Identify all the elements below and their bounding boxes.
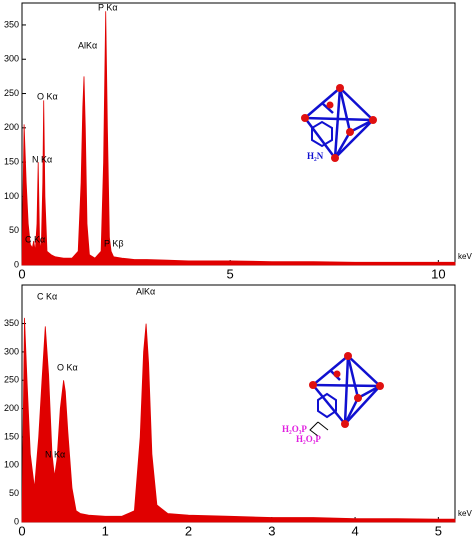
y-tick-label: 50 [9, 488, 19, 498]
molecule-bottom [309, 352, 384, 437]
y-tick-label: 0 [14, 259, 19, 269]
y-tick-label: 250 [4, 375, 19, 385]
x-tick-label: 1 [102, 523, 109, 538]
plot-frame [21, 284, 456, 523]
x-tick-label: 5 [227, 266, 234, 281]
y-tick-label: 350 [4, 19, 19, 29]
peak-label: P Kβ [104, 238, 124, 248]
y-tick-label: 0 [14, 516, 19, 526]
x-tick-label: 5 [435, 523, 442, 538]
y-tick-label: 150 [4, 431, 19, 441]
x-tick-label: 4 [351, 523, 358, 538]
peak-label: AlKα [78, 40, 97, 50]
y-tick-label: 200 [4, 122, 19, 132]
x-tick-label: 0 [18, 523, 25, 538]
x-tick-label: 3 [268, 523, 275, 538]
peak-label: C Kα [37, 291, 57, 301]
diagram-label: H₂O₃P [296, 434, 321, 444]
y-tick-label: 200 [4, 403, 19, 413]
molecule-top [301, 84, 377, 162]
x-axis-label: keV [458, 509, 472, 518]
peak-label: N Kα [32, 154, 52, 164]
y-tick-label: 300 [4, 346, 19, 356]
y-tick-label: 350 [4, 318, 19, 328]
x-axis-label: keV [458, 252, 472, 261]
peak-label: P Kα [98, 2, 118, 12]
peak-label: N Kα [45, 449, 65, 459]
y-tick-label: 150 [4, 156, 19, 166]
y-tick-label: 100 [4, 460, 19, 470]
y-tick-label: 250 [4, 88, 19, 98]
peak-label: O Kα [37, 91, 58, 101]
x-tick-label: 10 [431, 266, 445, 281]
spectrum [21, 11, 456, 266]
y-tick-label: 100 [4, 191, 19, 201]
diagram-label: H₂N [307, 151, 324, 161]
spectrum [21, 317, 456, 523]
diagram-label: H₂O₃P [282, 424, 307, 434]
y-tick-label: 50 [9, 225, 19, 235]
x-tick-label: 2 [185, 523, 192, 538]
x-tick-label: 0 [18, 266, 25, 281]
y-tick-label: 300 [4, 54, 19, 64]
peak-label: C Kα [25, 234, 45, 244]
peak-label: O Kα [57, 362, 78, 372]
peak-label: AlKα [136, 286, 155, 296]
